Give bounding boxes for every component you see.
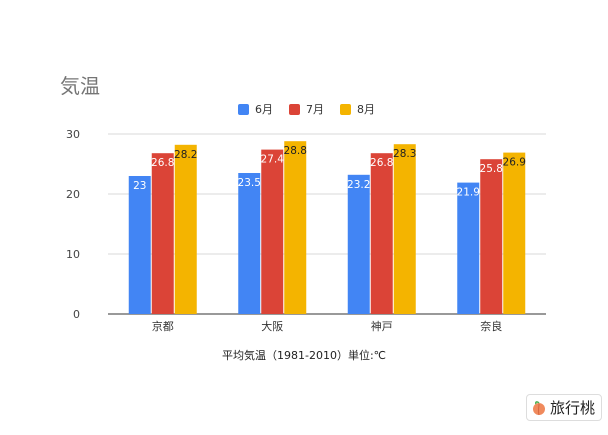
- bar-value-label: 28.3: [393, 148, 416, 160]
- watermark-logo: 旅行桃: [525, 394, 602, 421]
- y-tick-label: 0: [73, 308, 80, 321]
- legend: 6月 7月 8月: [238, 101, 375, 117]
- peach-icon: [532, 400, 545, 415]
- bar: [151, 153, 174, 314]
- bar-value-label: 23.5: [238, 177, 261, 189]
- bar-value-label: 21.9: [457, 187, 480, 199]
- bar: [238, 173, 261, 314]
- legend-label-july: 7月: [306, 103, 324, 116]
- x-tick-label: 神戸: [371, 319, 393, 333]
- y-tick-label: 30: [66, 128, 80, 141]
- bar-value-label: 28.2: [174, 149, 197, 161]
- bar-value-label: 23: [133, 180, 146, 192]
- bar-value-label: 23.2: [347, 179, 370, 191]
- bar-value-label: 26.9: [503, 157, 526, 169]
- x-tick-label: 大阪: [261, 319, 283, 333]
- bar: [128, 176, 151, 314]
- bar: [347, 174, 370, 314]
- watermark-text: 旅行桃: [549, 399, 595, 417]
- bar: [503, 152, 526, 314]
- bar: [480, 159, 503, 314]
- chart-title: 気温: [60, 74, 100, 98]
- bar: [174, 144, 197, 314]
- bar-value-label: 26.8: [370, 157, 393, 169]
- legend-item-august: 8月: [340, 101, 375, 117]
- x-axis-label: 平均気温（1981-2010）単位:℃: [221, 349, 387, 362]
- legend-label-august: 8月: [357, 103, 375, 116]
- bar: [284, 141, 307, 314]
- bar-value-label: 28.8: [284, 145, 307, 157]
- bar: [393, 144, 416, 314]
- x-tick-label: 京都: [152, 319, 174, 333]
- legend-swatch-june: [238, 103, 249, 115]
- bar-value-label: 27.4: [261, 154, 285, 166]
- x-tick-label: 奈良: [480, 319, 502, 333]
- bar: [370, 153, 393, 314]
- bar-value-label: 25.8: [480, 163, 503, 175]
- legend-item-june: 6月: [238, 101, 273, 117]
- legend-swatch-july: [289, 103, 300, 115]
- legend-label-june: 6月: [255, 103, 273, 116]
- bar-value-label: 26.8: [151, 157, 174, 169]
- legend-item-july: 7月: [289, 101, 324, 117]
- bar: [457, 182, 480, 314]
- y-tick-label: 20: [66, 188, 80, 201]
- bar: [261, 149, 284, 314]
- legend-swatch-august: [340, 103, 351, 115]
- y-tick-label: 10: [66, 248, 80, 261]
